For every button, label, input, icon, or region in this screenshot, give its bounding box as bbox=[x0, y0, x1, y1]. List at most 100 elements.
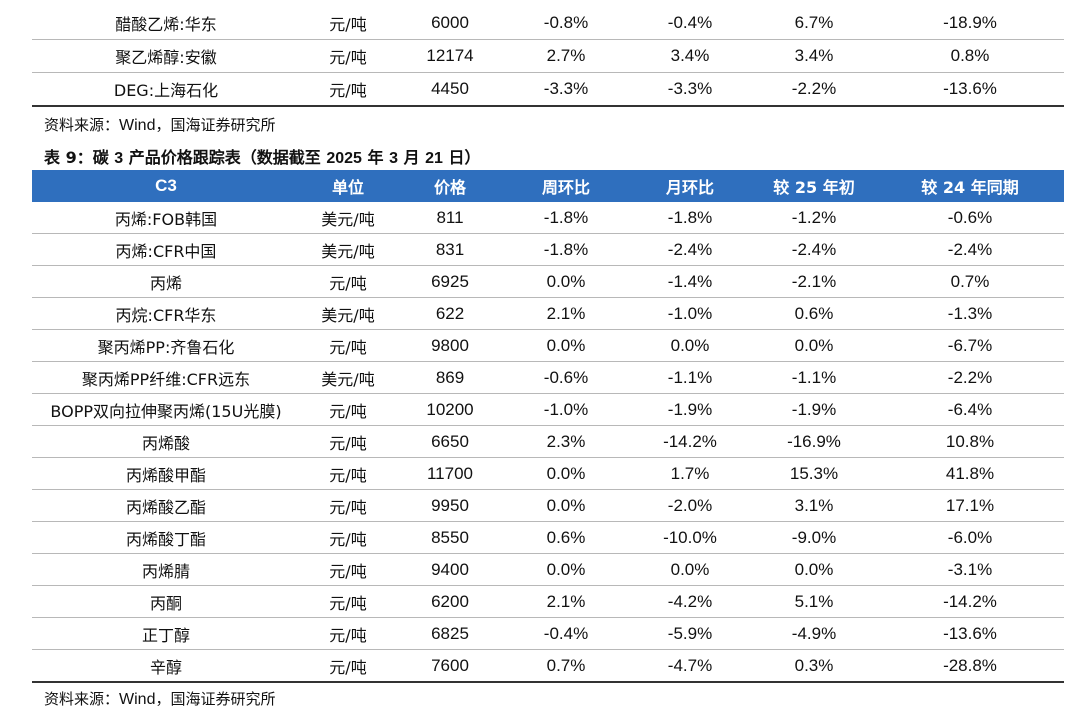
table-cell: 10.8% bbox=[876, 426, 1064, 458]
row-label: 正丁醇 bbox=[32, 618, 300, 650]
table-cell: 元/吨 bbox=[300, 73, 396, 107]
table-cell: 6000 bbox=[396, 7, 504, 40]
table-cell: 3.4% bbox=[628, 40, 752, 73]
table-cell: 1.7% bbox=[628, 458, 752, 490]
caption-text: 月 bbox=[398, 148, 426, 167]
table-cell: 11700 bbox=[396, 458, 504, 490]
caption-number: 2025 bbox=[326, 150, 362, 167]
column-header: 价格 bbox=[396, 170, 504, 202]
table-cell: 2.1% bbox=[504, 298, 628, 330]
table-cell: 9950 bbox=[396, 490, 504, 522]
table-cell: 元/吨 bbox=[300, 7, 396, 40]
table-cell: 元/吨 bbox=[300, 490, 396, 522]
table-cell: 4450 bbox=[396, 73, 504, 107]
table-cell: 0.0% bbox=[628, 330, 752, 362]
table-cell: -5.9% bbox=[628, 618, 752, 650]
table-cell: 5.1% bbox=[752, 586, 876, 618]
table-cell: -1.9% bbox=[628, 394, 752, 426]
table-cell: 0.7% bbox=[876, 266, 1064, 298]
table-caption: 表 9：碳 3 产品价格跟踪表（数据截至 2025 年 3 月 21 日） bbox=[44, 144, 481, 168]
table-cell: -6.7% bbox=[876, 330, 1064, 362]
table-cell: -1.2% bbox=[752, 202, 876, 234]
source-wind: Wind bbox=[119, 117, 156, 134]
table-cell: -4.7% bbox=[628, 650, 752, 683]
table-cell: 0.0% bbox=[504, 266, 628, 298]
row-label: 丙烯:CFR中国 bbox=[32, 234, 300, 266]
table-cell: -13.6% bbox=[876, 618, 1064, 650]
table-cell: 622 bbox=[396, 298, 504, 330]
source-note-top: 资料来源：Wind，国海证券研究所 bbox=[44, 114, 275, 135]
row-label: 丙烯酸乙酯 bbox=[32, 490, 300, 522]
table-cell: 17.1% bbox=[876, 490, 1064, 522]
caption-number: 3 bbox=[389, 150, 398, 167]
table-cell: 0.0% bbox=[752, 554, 876, 586]
source-wind: Wind bbox=[119, 691, 156, 708]
table-cell: 美元/吨 bbox=[300, 298, 396, 330]
row-label: 丙酮 bbox=[32, 586, 300, 618]
table-cell: -1.8% bbox=[628, 202, 752, 234]
caption-text: 产品价格跟踪表（数据截至 bbox=[123, 148, 327, 167]
table-cell: -2.4% bbox=[876, 234, 1064, 266]
table-cell: -0.4% bbox=[504, 618, 628, 650]
column-header: 月环比 bbox=[628, 170, 752, 202]
caption-text: 日） bbox=[442, 148, 481, 167]
column-header: 较 24 年同期 bbox=[876, 170, 1064, 202]
table-cell: 元/吨 bbox=[300, 650, 396, 683]
table-cell: -3.3% bbox=[628, 73, 752, 107]
caption-number: 3 bbox=[114, 150, 124, 167]
table-cell: -2.2% bbox=[752, 73, 876, 107]
row-label: 丙烯:FOB韩国 bbox=[32, 202, 300, 234]
table-cell: -2.0% bbox=[628, 490, 752, 522]
table-cell: 0.0% bbox=[504, 458, 628, 490]
source-suffix: ，国海证券研究所 bbox=[155, 116, 276, 134]
table-cell: -6.0% bbox=[876, 522, 1064, 554]
row-label: BOPP双向拉伸聚丙烯(15U光膜) bbox=[32, 394, 300, 426]
table-cell: -0.6% bbox=[876, 202, 1064, 234]
table-cell: 811 bbox=[396, 202, 504, 234]
table-cell: 0.6% bbox=[504, 522, 628, 554]
table-cell: 0.7% bbox=[504, 650, 628, 683]
table-cell: 0.0% bbox=[504, 330, 628, 362]
table-cell: -6.4% bbox=[876, 394, 1064, 426]
table-cell: -3.3% bbox=[504, 73, 628, 107]
top-table: 醋酸乙烯:华东 元/吨 6000 -0.8% -0.4% 6.7% -18.9% 聚乙烯醇:安… bbox=[32, 7, 1064, 107]
row-label: 聚丙烯PP纤维:CFR远东 bbox=[32, 362, 300, 394]
table-cell: 8550 bbox=[396, 522, 504, 554]
table-cell: 3.1% bbox=[752, 490, 876, 522]
table-cell: 7600 bbox=[396, 650, 504, 683]
table-cell: 41.8% bbox=[876, 458, 1064, 490]
table-cell: -1.8% bbox=[504, 202, 628, 234]
column-header: C3 bbox=[32, 170, 300, 202]
table-cell: 869 bbox=[396, 362, 504, 394]
table-cell: 元/吨 bbox=[300, 40, 396, 73]
table-cell: 0.6% bbox=[752, 298, 876, 330]
table-cell: 0.8% bbox=[876, 40, 1064, 73]
table-cell: -14.2% bbox=[628, 426, 752, 458]
table-cell: -2.1% bbox=[752, 266, 876, 298]
table-cell: 元/吨 bbox=[300, 394, 396, 426]
table-cell: 6925 bbox=[396, 266, 504, 298]
table-cell: 元/吨 bbox=[300, 554, 396, 586]
table-cell: 2.7% bbox=[504, 40, 628, 73]
table-cell: 831 bbox=[396, 234, 504, 266]
row-label: DEG:上海石化 bbox=[32, 73, 300, 107]
table-cell: 6200 bbox=[396, 586, 504, 618]
table-cell: 美元/吨 bbox=[300, 234, 396, 266]
table-cell: -3.1% bbox=[876, 554, 1064, 586]
table-cell: 元/吨 bbox=[300, 426, 396, 458]
table-cell: 6650 bbox=[396, 426, 504, 458]
table-cell: -0.4% bbox=[628, 7, 752, 40]
table-cell: -1.9% bbox=[752, 394, 876, 426]
table-cell: -4.9% bbox=[752, 618, 876, 650]
table-cell: 元/吨 bbox=[300, 266, 396, 298]
table-cell: 元/吨 bbox=[300, 618, 396, 650]
table-cell: 元/吨 bbox=[300, 330, 396, 362]
table-cell: -13.6% bbox=[876, 73, 1064, 107]
table-cell: 0.0% bbox=[504, 490, 628, 522]
row-label: 丙烷:CFR华东 bbox=[32, 298, 300, 330]
row-label: 丙烯酸丁酯 bbox=[32, 522, 300, 554]
table-cell: -2.4% bbox=[752, 234, 876, 266]
c3-price-table: C3 单位 价格 周环比 月环比较 25 年初较 24 年同期 丙烯:FOB韩国 美元/吨 8… bbox=[32, 170, 1064, 683]
table-cell: -1.1% bbox=[752, 362, 876, 394]
table-cell: -1.4% bbox=[628, 266, 752, 298]
